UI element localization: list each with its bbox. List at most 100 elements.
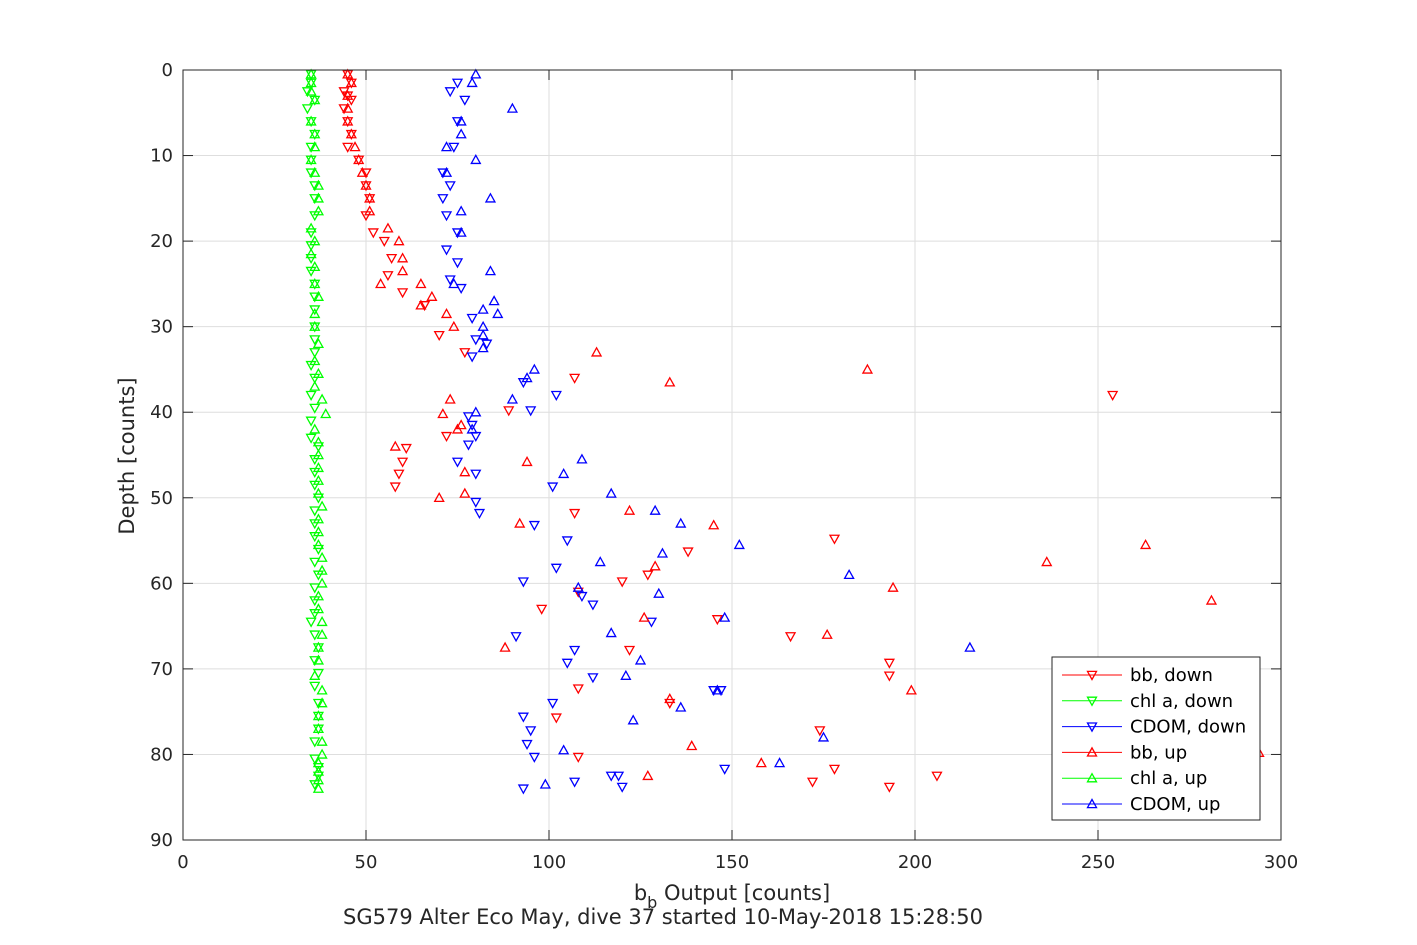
data-point — [569, 373, 581, 384]
data-point — [883, 658, 895, 669]
legend-label: bb, down — [1130, 665, 1213, 686]
series-layer — [301, 68, 1265, 795]
data-point — [312, 513, 325, 524]
data-point — [309, 423, 321, 434]
data-point — [623, 645, 636, 656]
data-point — [719, 764, 731, 775]
data-point — [309, 557, 321, 568]
y-tick-label: 40 — [150, 402, 173, 423]
legend-marker — [1086, 798, 1098, 809]
data-point — [817, 731, 830, 742]
data-point — [561, 536, 573, 547]
data-point — [312, 487, 325, 498]
data-point — [828, 534, 841, 545]
data-point — [345, 76, 357, 88]
data-point — [415, 299, 427, 310]
data-point — [675, 517, 687, 528]
data-point — [309, 403, 321, 414]
data-point — [342, 115, 354, 126]
data-point — [309, 211, 321, 222]
data-point — [312, 493, 325, 504]
chart-caption: SG579 Alter Eco May, dive 37 started 10-… — [343, 905, 983, 929]
data-point — [312, 590, 325, 601]
series-cdom-down — [437, 78, 731, 795]
data-point — [309, 455, 321, 466]
data-point — [312, 538, 325, 550]
data-point — [345, 95, 357, 106]
data-point — [309, 194, 321, 205]
data-point — [484, 265, 497, 276]
data-point — [312, 474, 325, 485]
data-point — [755, 757, 767, 768]
x-tick-label: 100 — [532, 852, 566, 873]
data-point — [784, 632, 797, 643]
data-point — [514, 517, 526, 528]
data-point — [440, 211, 453, 222]
data-point — [466, 352, 478, 363]
data-point — [396, 252, 409, 263]
data-point — [470, 335, 482, 346]
data-point — [309, 583, 321, 594]
data-point — [312, 526, 325, 537]
data-point — [455, 115, 467, 126]
data-point — [664, 376, 676, 387]
data-point — [396, 457, 409, 468]
data-point — [309, 737, 321, 748]
data-point — [612, 771, 625, 782]
data-point — [466, 76, 478, 88]
legend-marker — [1086, 772, 1098, 783]
data-point — [536, 604, 548, 615]
data-point — [521, 739, 533, 751]
data-point — [309, 780, 321, 791]
data-point — [305, 416, 317, 427]
data-point — [470, 68, 482, 79]
y-axis-title: Depth [counts] — [115, 377, 139, 534]
data-point — [964, 641, 976, 652]
data-point — [675, 701, 687, 712]
data-point — [455, 419, 467, 430]
data-point — [364, 192, 376, 203]
data-point — [455, 205, 467, 216]
data-point — [455, 226, 467, 237]
data-point — [653, 587, 665, 598]
data-point — [426, 290, 438, 301]
data-point — [437, 168, 449, 179]
data-point — [389, 440, 401, 451]
data-point — [521, 372, 533, 383]
data-point — [309, 235, 321, 246]
data-point — [569, 645, 581, 656]
data-point — [312, 763, 325, 774]
data-point — [444, 87, 456, 98]
data-point — [309, 355, 321, 366]
data-point — [528, 520, 540, 531]
data-point — [887, 581, 899, 592]
data-point — [312, 461, 325, 473]
data-point — [484, 192, 497, 203]
data-point — [312, 603, 325, 614]
data-point — [389, 482, 401, 493]
data-point — [316, 748, 328, 759]
legend-label: bb, up — [1130, 742, 1187, 763]
data-point — [386, 253, 398, 265]
data-point — [605, 627, 617, 638]
data-point — [664, 698, 676, 709]
data-point — [506, 393, 519, 404]
data-point — [883, 782, 895, 793]
data-point — [440, 141, 453, 152]
data-point — [638, 611, 650, 622]
data-point — [316, 500, 328, 511]
data-point — [587, 673, 599, 684]
data-point — [440, 307, 453, 319]
data-point — [309, 320, 321, 331]
data-point — [1205, 594, 1218, 605]
data-point — [305, 153, 317, 165]
data-point — [309, 305, 321, 316]
data-point — [433, 491, 445, 503]
data-point — [451, 228, 464, 239]
data-point — [711, 615, 723, 626]
data-point — [305, 248, 317, 259]
x-tick-label: 250 — [1081, 852, 1115, 873]
data-point — [309, 260, 321, 272]
data-point — [309, 596, 321, 607]
